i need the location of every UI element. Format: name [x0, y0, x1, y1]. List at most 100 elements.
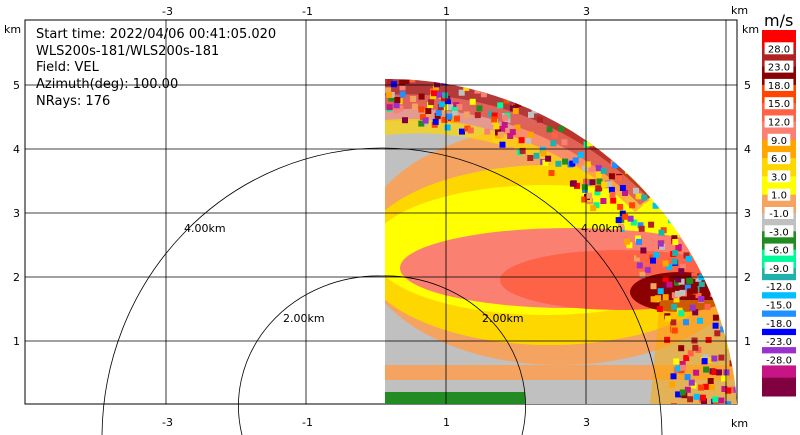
- speckle-cell: [386, 91, 393, 98]
- speckle-cell: [693, 369, 700, 376]
- speckle-cell: [721, 386, 728, 392]
- speckle-cell: [648, 221, 655, 228]
- speckle-cell: [679, 289, 686, 296]
- info-nrays: NRays: 176: [36, 94, 110, 109]
- colorbar-label-bg: [764, 115, 794, 128]
- speckle-cell: [673, 296, 680, 303]
- speckle-cell: [622, 213, 629, 220]
- speckle-cell: [674, 279, 681, 286]
- speckle-cell: [434, 81, 440, 88]
- speckle-cell: [555, 160, 562, 167]
- x-tick-bottom-1: -1: [302, 416, 313, 429]
- colorbar-label-bg: [764, 42, 794, 55]
- speckle-cell: [476, 105, 483, 112]
- speckle-cell: [493, 123, 500, 130]
- speckle-cell: [634, 255, 640, 262]
- colorbar: 28.0 23.0 18.0 15.0 12.0 9.0 6.0 3.0 1.0 -1.0 -3.0…: [761, 30, 797, 397]
- range-rings: [101, 147, 663, 435]
- speckle-cell: [718, 354, 725, 361]
- speckle-cell: [600, 167, 607, 174]
- speckle-cell: [463, 84, 470, 91]
- speckle-cell: [693, 393, 700, 400]
- speckle-cell: [386, 78, 393, 85]
- speckle-cell: [411, 103, 418, 110]
- speckle-cell: [617, 203, 624, 210]
- speckle-cell: [618, 223, 625, 230]
- speckle-cell: [695, 275, 702, 282]
- speckle-cell: [671, 303, 678, 310]
- speckle-cell: [679, 389, 686, 396]
- speckle-cell: [589, 179, 596, 186]
- speckle-cell: [659, 243, 666, 250]
- speckle-cell: [469, 98, 476, 105]
- speckle-cell: [441, 116, 448, 123]
- y-tick-left-1: 2: [13, 271, 20, 284]
- colorbar-label: -18.0: [766, 319, 792, 330]
- speckle-cell: [390, 81, 397, 88]
- speckle-cell: [711, 369, 718, 375]
- speckle-cell: [641, 194, 648, 201]
- speckle-cell: [453, 102, 460, 109]
- ring-label-inner-right: 2.00km: [482, 312, 524, 325]
- speckle-cell: [627, 215, 634, 222]
- speckle-cell: [684, 374, 691, 381]
- speckle-cell: [691, 272, 698, 279]
- speckle-cell: [574, 182, 580, 189]
- x-tick-top-1: -1: [302, 5, 313, 18]
- speckle-cell: [399, 84, 406, 91]
- info-start-time: Start time: 2022/04/06 00:41:05.020: [36, 27, 276, 42]
- speckle-cell: [492, 136, 499, 143]
- speckle-cell: [422, 117, 429, 124]
- speckle-cell: [675, 244, 682, 250]
- speckle-cell: [650, 283, 657, 290]
- speckle-cell: [583, 141, 590, 148]
- speckle-cell: [725, 401, 732, 404]
- speckle-cell: [502, 114, 509, 121]
- colorbar-label: 1.0: [771, 191, 787, 202]
- speckle-cell: [551, 132, 558, 139]
- speckle-cell: [588, 165, 595, 172]
- colorbar-label-bg: [764, 261, 794, 274]
- speckle-cell: [721, 375, 727, 382]
- colorbar-label: 6.0: [771, 154, 787, 165]
- speckle-cell: [445, 99, 451, 106]
- speckle-cell: [698, 384, 705, 391]
- speckle-cell: [683, 252, 690, 259]
- speckle-cell: [687, 288, 694, 295]
- speckle-cell: [616, 229, 623, 236]
- speckle-cell: [638, 225, 645, 232]
- speckle-cell: [403, 78, 410, 84]
- speckle-cell: [661, 282, 668, 289]
- speckle-cell: [692, 309, 699, 316]
- speckle-cell: [683, 355, 690, 361]
- speckle-cell: [670, 319, 677, 326]
- speckle-cell: [499, 141, 506, 148]
- speckle-cell: [635, 235, 641, 242]
- speckle-cell: [695, 346, 702, 353]
- speckle-cell: [480, 91, 487, 98]
- speckle-cell: [687, 396, 694, 403]
- speckle-cell: [655, 295, 662, 302]
- speckle-cell: [673, 358, 680, 365]
- speckle-cell: [442, 104, 449, 111]
- y-ticks-left: km 5 4 3 2 1: [4, 23, 21, 348]
- speckle-cell: [418, 93, 425, 100]
- speckle-cell: [619, 185, 626, 191]
- colorbar-label: -1.0: [769, 209, 789, 220]
- colorbar-label-bg: [764, 97, 794, 110]
- speckle-cell: [702, 354, 709, 361]
- speckle-cell: [630, 219, 637, 226]
- speckle-cell: [442, 92, 449, 99]
- x-ticks-top: -3 -1 1 3 km: [162, 4, 748, 18]
- x-tick-bottom-0: -3: [162, 416, 173, 429]
- speckle-cell: [616, 175, 622, 182]
- speckle-cell: [388, 95, 395, 102]
- colorbar-label: -6.0: [769, 246, 789, 257]
- colorbar-label-bg: [761, 316, 797, 329]
- speckle-cell: [675, 391, 682, 398]
- speckle-cell: [699, 287, 706, 293]
- speckle-cell: [497, 102, 504, 109]
- colorbar-label-bg: [764, 243, 794, 256]
- speckle-cell: [444, 124, 451, 131]
- speckle-cell: [438, 101, 445, 108]
